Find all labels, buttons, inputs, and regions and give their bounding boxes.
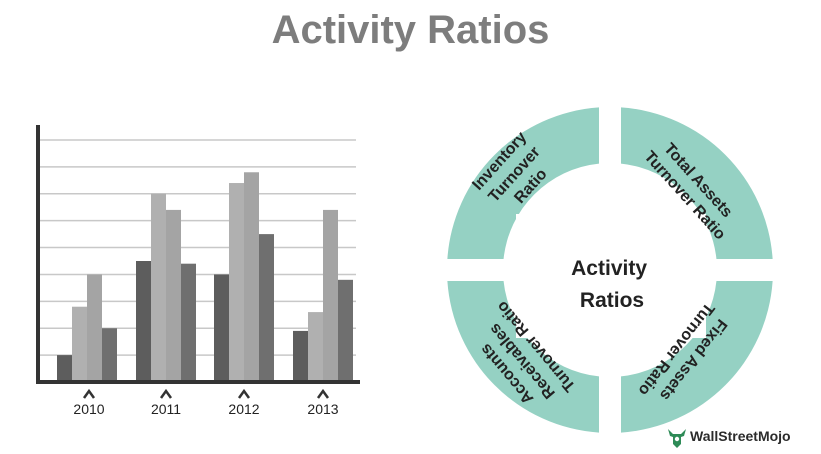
logo-bull-icon [668,429,686,448]
bar-2011-1 [136,261,151,382]
page-title: Activity Ratios [271,8,550,52]
bar-2012-1 [214,274,229,382]
center-label: Activity Ratios [571,257,653,312]
tick-marker [237,388,251,399]
bar-2013-2 [308,312,323,382]
center-square [516,214,706,338]
logo-text: WallStreetMojo [690,428,791,444]
chart-bars [57,172,353,382]
tick-marker [82,388,96,399]
chart-ticks: 2010 2011 2012 2013 [73,388,339,417]
bar-2013-1 [293,330,308,382]
quadrant-inventory [447,107,599,260]
quadrant-shapes [447,107,773,433]
quadrant-accounts-receivables [447,281,599,433]
bar-2012-2 [229,183,244,382]
chart-axes [36,125,360,384]
bar-2013-3 [323,209,338,382]
tick-label-2013: 2013 [307,401,338,417]
bar-2010-3 [87,274,102,382]
tick-label-2012: 2012 [228,401,259,417]
bar-2012-4 [259,234,274,382]
bar-2011-3 [166,209,181,382]
tick-marker [316,388,330,399]
tick-label-2011: 2011 [151,401,181,417]
quadrant-total-assets [621,107,773,260]
bar-2013-4 [338,279,353,382]
bar-2010-1 [57,355,72,382]
bar-2011-2 [151,193,166,382]
tick-label-2010: 2010 [73,401,104,417]
bar-2012-3 [244,172,259,382]
bar-2011-4 [181,263,196,382]
wallstreetmojo-logo: WallStreetMojo [666,424,821,452]
quadrant-fixed-assets [621,281,773,433]
tick-marker [159,388,173,399]
bar-2010-2 [72,306,87,382]
bar-2010-4 [102,328,117,382]
